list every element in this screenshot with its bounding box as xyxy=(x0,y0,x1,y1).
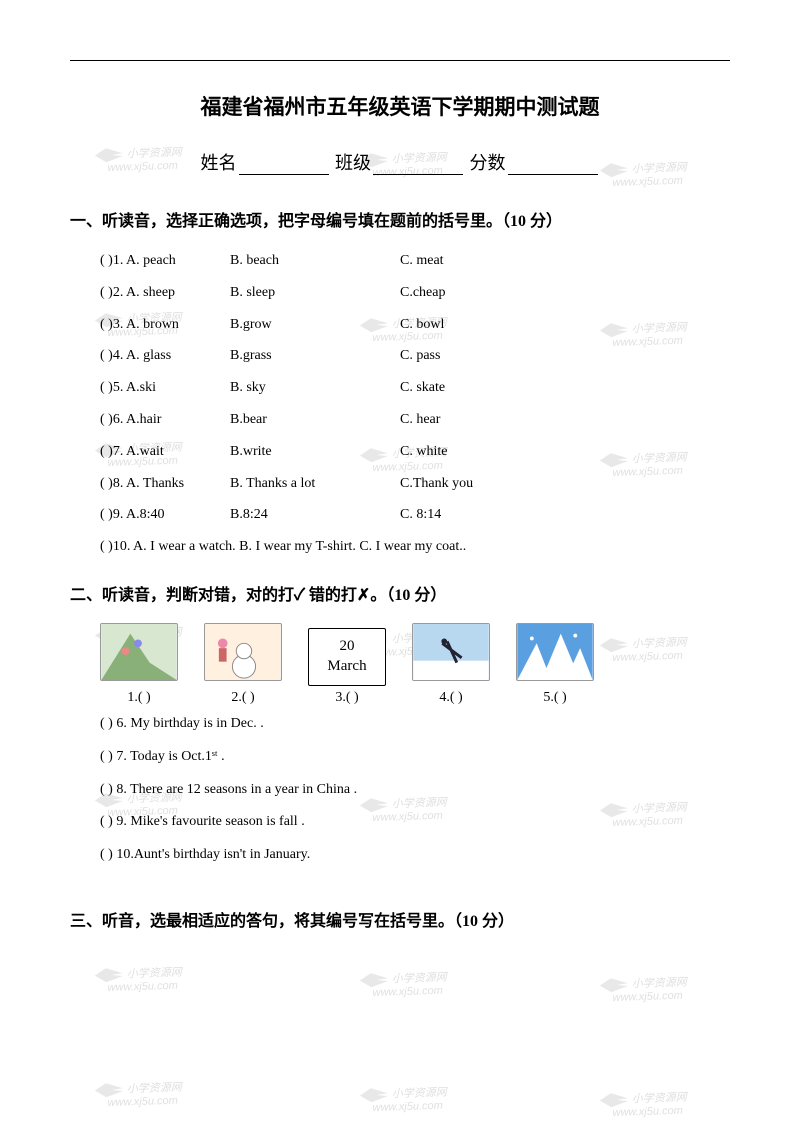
option-b: B. sleep xyxy=(230,281,400,305)
option-b: B.bear xyxy=(230,408,400,432)
option-a: ( )8. A. Thanks xyxy=(100,472,230,496)
option-c: C.Thank you xyxy=(400,472,473,496)
question-row: ( )3. A. brownB.growC. bowl xyxy=(100,313,730,337)
picture-mountains xyxy=(516,623,594,681)
watermark: 小学资源网 www.xj5u.com xyxy=(95,1078,183,1109)
option-c: C. meat xyxy=(400,249,444,273)
question-row: ( )4. A. glassB.grassC. pass xyxy=(100,344,730,368)
question-row: ( )2. A. sheepB. sleepC.cheap xyxy=(100,281,730,305)
class-blank[interactable] xyxy=(373,157,463,175)
tf-row: ( ) 6. My birthday is in Dec. . xyxy=(100,712,730,736)
option-a: ( )2. A. sheep xyxy=(100,281,230,305)
option-a: ( )7. A.wait xyxy=(100,440,230,464)
score-label: 分数 xyxy=(470,153,506,173)
picture-snowman xyxy=(204,623,282,681)
option-a: ( )3. A. brown xyxy=(100,313,230,337)
pic-label-5: 5.( ) xyxy=(516,690,594,706)
question-row: ( )7. A.waitB.writeC. white xyxy=(100,440,730,464)
tf-row: ( ) 7. Today is Oct.1ˢᵗ . xyxy=(100,745,730,769)
student-info-line: 姓名 班级 分数 xyxy=(70,149,730,175)
option-b: B. beach xyxy=(230,249,400,273)
section-1-list: ( )1. A. peachB. beachC. meat ( )2. A. sh… xyxy=(70,249,730,559)
question-row: ( )5. A.skiB. skyC. skate xyxy=(100,376,730,400)
pic-label-4: 4.( ) xyxy=(412,690,490,706)
pic-cell-3: 20 March 3.( ) xyxy=(308,628,386,706)
pic-label-3: 3.( ) xyxy=(308,690,386,706)
score-blank[interactable] xyxy=(508,157,598,175)
question-row: ( )10. A. I wear a watch. B. I wear my T… xyxy=(100,535,730,559)
option-c: C. white xyxy=(400,440,447,464)
top-rule xyxy=(70,60,730,61)
name-blank[interactable] xyxy=(239,157,329,175)
section-1-title: 一、听读音，选择正确选项，把字母编号填在题前的括号里。（10 分） xyxy=(70,207,730,231)
watermark: 小学资源网 www.xj5u.com xyxy=(360,1083,448,1114)
question-row: ( )1. A. peachB. beachC. meat xyxy=(100,249,730,273)
option-c: C. pass xyxy=(400,344,440,368)
pic-cell-5: 5.( ) xyxy=(516,623,594,706)
pic-cell-2: 2.( ) xyxy=(204,623,282,706)
pic-cell-1: 1.( ) xyxy=(100,623,178,706)
option-a: ( )6. A.hair xyxy=(100,408,230,432)
picture-climbing xyxy=(100,623,178,681)
tf-row: ( ) 10.Aunt's birthday isn't in January. xyxy=(100,843,730,867)
option-a: ( )4. A. glass xyxy=(100,344,230,368)
option-b: B.grass xyxy=(230,344,400,368)
date-month: March xyxy=(327,657,366,677)
exam-title: 福建省福州市五年级英语下学期期中测试题 xyxy=(70,91,730,121)
question-row: ( )6. A.hairB.bearC. hear xyxy=(100,408,730,432)
option-c: C. hear xyxy=(400,408,440,432)
picture-date-box: 20 March xyxy=(308,628,386,686)
pic-cell-4: 4.( ) xyxy=(412,623,490,706)
tf-row: ( ) 9. Mike's favourite season is fall . xyxy=(100,810,730,834)
option-c: C.cheap xyxy=(400,281,445,305)
section-2-list: ( ) 6. My birthday is in Dec. . ( ) 7. To… xyxy=(70,712,730,867)
option-c: C. bowl xyxy=(400,313,444,337)
option-b: B. sky xyxy=(230,376,400,400)
section-2-pictures: 1.( ) 2.( ) 20 March 3.( ) 4.( ) xyxy=(70,623,730,706)
question-row: ( )9. A.8:40B.8:24C. 8:14 xyxy=(100,503,730,527)
date-day: 20 xyxy=(340,637,355,657)
option-b: B.8:24 xyxy=(230,503,400,527)
option-a: ( )1. A. peach xyxy=(100,249,230,273)
option-c: C. skate xyxy=(400,376,445,400)
exam-page: 福建省福州市五年级英语下学期期中测试题 姓名 班级 分数 一、听读音，选择正确选… xyxy=(0,0,800,989)
section-2-title: 二、听读音，判断对错，对的打✓ 错的打✗。（10 分） xyxy=(70,581,730,605)
class-label: 班级 xyxy=(335,153,371,173)
question-row: ( )8. A. ThanksB. Thanks a lotC.Thank yo… xyxy=(100,472,730,496)
option-a: ( )5. A.ski xyxy=(100,376,230,400)
option-a: ( )9. A.8:40 xyxy=(100,503,230,527)
picture-skiing xyxy=(412,623,490,681)
pic-label-1: 1.( ) xyxy=(100,690,178,706)
option-c: C. 8:14 xyxy=(400,503,441,527)
option-b: B. Thanks a lot xyxy=(230,472,400,496)
pic-label-2: 2.( ) xyxy=(204,690,282,706)
watermark: 小学资源网 www.xj5u.com xyxy=(600,1088,688,1119)
option-b: B.grow xyxy=(230,313,400,337)
section-3-title: 三、听音，选最相适应的答句，将其编号写在括号里。（10 分） xyxy=(70,907,730,931)
tf-row: ( ) 8. There are 12 seasons in a year in… xyxy=(100,778,730,802)
name-label: 姓名 xyxy=(201,153,237,173)
option-b: B.write xyxy=(230,440,400,464)
